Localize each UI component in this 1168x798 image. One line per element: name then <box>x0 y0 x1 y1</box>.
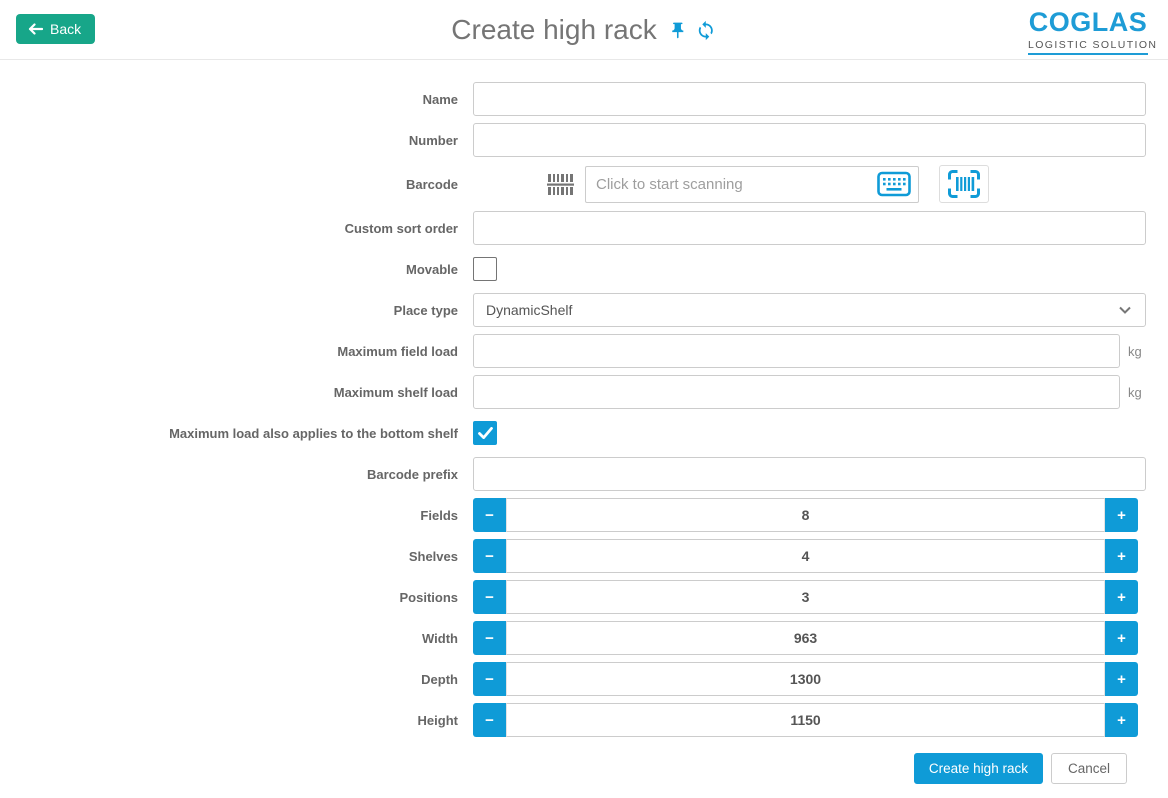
barcode-scan-input[interactable] <box>585 165 919 203</box>
form-row-depth: Depth − + <box>0 662 1168 696</box>
barcode-label: Barcode <box>405 176 458 192</box>
place-type-value: DynamicShelf <box>486 302 573 318</box>
shelves-value-input[interactable] <box>506 539 1105 573</box>
width-value-input[interactable] <box>506 621 1105 655</box>
shelves-increment-button[interactable]: + <box>1105 539 1138 573</box>
fields-label: Fields <box>420 507 458 523</box>
max-load-bottom-shelf-label: Maximum load also applies to the bottom … <box>169 425 458 441</box>
create-high-rack-button[interactable]: Create high rack <box>913 753 1043 784</box>
form-footer: Create high rack Cancel <box>0 753 1168 784</box>
max-load-bottom-shelf-checkbox[interactable] <box>473 421 497 445</box>
movable-label: Movable <box>405 261 458 277</box>
place-type-label: Place type <box>393 302 458 318</box>
form-row-barcode-prefix: Barcode prefix <box>0 457 1168 491</box>
form-row-barcode: Barcode <box>0 164 1168 204</box>
max-shelf-load-unit: kg <box>1128 384 1142 400</box>
barcode-scan-icon <box>948 170 980 198</box>
barcode-scan-button[interactable] <box>939 165 989 203</box>
form-row-max-field-load: Maximum field load kg <box>0 334 1168 368</box>
check-icon <box>477 427 493 439</box>
positions-label: Positions <box>399 589 458 605</box>
depth-decrement-button[interactable]: − <box>473 662 506 696</box>
shelves-decrement-button[interactable]: − <box>473 539 506 573</box>
form-row-max-shelf-load: Maximum shelf load kg <box>0 375 1168 409</box>
max-shelf-load-input[interactable] <box>473 375 1120 409</box>
coglas-logo: COGLAS LOGISTIC SOLUTION <box>1028 7 1158 55</box>
form-row-max-load-bottom-shelf: Maximum load also applies to the bottom … <box>0 416 1168 450</box>
fields-stepper: − + <box>473 498 1138 532</box>
back-button[interactable]: Back <box>16 14 96 44</box>
page-title: Create high rack <box>451 14 657 45</box>
fields-value-input[interactable] <box>506 498 1105 532</box>
width-label: Width <box>422 630 458 646</box>
place-type-select[interactable]: DynamicShelf <box>473 293 1146 327</box>
create-high-rack-form: Name Number Barcode <box>0 60 1168 784</box>
depth-label: Depth <box>421 671 458 687</box>
form-row-number: Number <box>0 123 1168 157</box>
shelves-stepper: − + <box>473 539 1138 573</box>
scan-input-wrap <box>585 165 919 203</box>
depth-increment-button[interactable]: + <box>1105 662 1138 696</box>
positions-decrement-button[interactable]: − <box>473 580 506 614</box>
cancel-button[interactable]: Cancel <box>1050 753 1127 784</box>
barcode-prefix-label: Barcode prefix <box>366 466 458 482</box>
width-increment-button[interactable]: + <box>1105 621 1138 655</box>
name-label: Name <box>422 91 458 107</box>
fields-increment-button[interactable]: + <box>1105 498 1138 532</box>
form-row-custom-sort-order: Custom sort order <box>0 211 1168 245</box>
form-row-place-type: Place type DynamicShelf <box>0 293 1168 327</box>
height-decrement-button[interactable]: − <box>473 703 506 737</box>
pin-icon[interactable] <box>669 21 688 40</box>
depth-stepper: − + <box>473 662 1138 696</box>
custom-sort-order-label: Custom sort order <box>344 220 458 236</box>
logo-underline <box>1028 53 1148 55</box>
form-row-shelves: Shelves − + <box>0 539 1168 573</box>
height-increment-button[interactable]: + <box>1105 703 1138 737</box>
fields-decrement-button[interactable]: − <box>473 498 506 532</box>
depth-value-input[interactable] <box>506 662 1105 696</box>
height-stepper: − + <box>473 703 1138 737</box>
refresh-icon[interactable] <box>696 20 717 41</box>
positions-increment-button[interactable]: + <box>1105 580 1138 614</box>
number-input[interactable] <box>473 123 1146 157</box>
form-row-height: Height − + <box>0 703 1168 737</box>
shelves-label: Shelves <box>408 548 458 564</box>
max-field-load-input[interactable] <box>473 334 1120 368</box>
chevron-down-icon <box>1119 306 1131 314</box>
positions-stepper: − + <box>473 580 1138 614</box>
max-field-load-unit: kg <box>1128 343 1142 359</box>
positions-value-input[interactable] <box>506 580 1105 614</box>
movable-checkbox[interactable] <box>473 257 497 281</box>
form-row-movable: Movable <box>0 252 1168 286</box>
back-button-label: Back <box>50 21 82 37</box>
form-row-fields: Fields − + <box>0 498 1168 532</box>
logo-name: COGLAS <box>1028 7 1148 37</box>
title-group: Create high rack <box>451 0 716 60</box>
arrow-left-icon <box>28 23 43 35</box>
form-row-width: Width − + <box>0 621 1168 655</box>
max-shelf-load-label: Maximum shelf load <box>333 384 458 400</box>
barcode-prefix-input[interactable] <box>473 457 1146 491</box>
custom-sort-order-input[interactable] <box>473 211 1146 245</box>
keyboard-icon[interactable] <box>877 171 911 197</box>
width-stepper: − + <box>473 621 1138 655</box>
width-decrement-button[interactable]: − <box>473 621 506 655</box>
height-label: Height <box>417 712 458 728</box>
number-label: Number <box>408 132 458 148</box>
form-row-positions: Positions − + <box>0 580 1168 614</box>
name-input[interactable] <box>473 82 1146 116</box>
form-row-name: Name <box>0 82 1168 116</box>
barcode-icon <box>547 172 575 197</box>
header: Back Create high rack COGLAS LOGISTIC SO… <box>0 0 1168 60</box>
max-field-load-label: Maximum field load <box>337 343 458 359</box>
height-value-input[interactable] <box>506 703 1105 737</box>
logo-tagline: LOGISTIC SOLUTION <box>1028 39 1158 51</box>
